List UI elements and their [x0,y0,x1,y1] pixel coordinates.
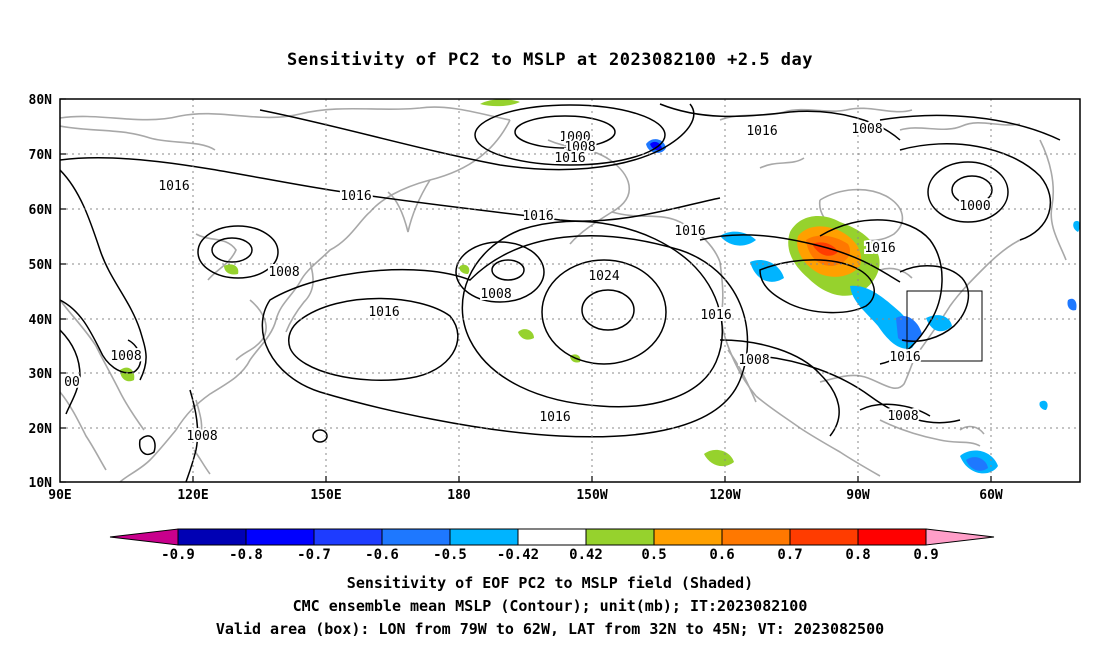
grid-lines [60,99,1080,482]
map-frame [59,98,1081,483]
colorbar-tick-label: -0.8 [229,547,263,563]
colorbar-box [245,528,315,546]
lon-label: 90W [846,488,870,503]
lon-label: 150E [310,488,341,503]
contour-label: 1008 [564,140,595,155]
lat-label: 70N [29,148,53,163]
colorbar-tick-label: 0.7 [777,547,802,563]
contour-label: 1016 [746,124,777,139]
caption-valid-area: Valid area (box): LON from 79W to 62W, L… [215,620,885,638]
tick-marks [60,98,992,483]
lon-label: 120W [709,488,740,503]
colorbar-tick-label: 0.8 [845,547,870,563]
contour-label: 1008 [738,353,769,368]
caption-contour: CMC ensemble mean MSLP (Contour); unit(m… [292,597,808,615]
contour-label: 1016 [554,151,585,166]
lon-label: 180 [447,488,471,503]
contour-label: 1016 [340,189,371,204]
contour-label-group: 1000 1008 1016 1016 1016 1016 1008 1000 … [62,120,992,446]
colorbar-tick-label: -0.42 [497,547,539,563]
lat-label: 30N [29,367,53,382]
contour-label: 1016 [539,410,570,425]
colorbar-tick-label: -0.7 [297,547,331,563]
lat-axis: 80N 70N 60N 50N 40N 30N 20N 10N [29,93,53,491]
map-area: 1000 1008 1016 1016 1016 1016 1008 1000 … [60,99,1080,482]
lat-label: 10N [29,476,53,491]
colorbar-arrow-high [925,528,995,546]
sensitivity-shading [120,99,1080,474]
colorbar-box [653,528,723,546]
colorbar [109,528,995,546]
contour-label: 1016 [889,350,920,365]
contour-label: 1016 [864,241,895,256]
lat-label: 40N [29,313,53,328]
contour-label: 1008 [110,349,141,364]
colorbar-box [789,528,859,546]
colorbar-tick-label: 0.6 [709,547,734,563]
contour-label: 1008 [480,287,511,302]
colorbar-tick-label: -0.6 [365,547,399,563]
colorbar-tick-label: 0.5 [641,547,666,563]
valid-area-box [906,290,983,362]
colorbar-tick-label: -0.5 [433,547,467,563]
colorbar-box [177,528,247,546]
lon-label: 120E [177,488,208,503]
contour-label: 00 [64,375,80,390]
page-title: Sensitivity of PC2 to MSLP at 2023082100… [286,50,813,70]
contour-label: 1008 [268,265,299,280]
lat-label: 50N [29,258,53,273]
lon-axis: 90E 120E 150E 180 150W 120W 90W 60W [48,488,1003,503]
lon-label: 60W [979,488,1003,503]
colorbar-box [517,528,587,546]
colorbar-box [585,528,655,546]
colorbar-arrow-low [109,528,179,546]
lon-label: 90E [48,488,71,503]
lat-label: 80N [29,93,53,108]
colorbar-box [381,528,451,546]
contour-label: 1016 [700,308,731,323]
lat-label: 20N [29,422,53,437]
contour-label: 1000 [559,130,590,145]
colorbar-box [449,528,519,546]
colorbar-tick-label: 0.9 [913,547,938,563]
lon-label: 150W [576,488,607,503]
contour-label: 1016 [522,209,553,224]
colorbar-tick-label: -0.9 [161,547,195,563]
mslp-contours [60,103,1061,482]
contour-label: 1008 [851,122,882,137]
contour-label: 1016 [368,305,399,320]
colorbar-box [313,528,383,546]
contour-label: 1016 [158,179,189,194]
contour-label: 1008 [887,409,918,424]
contour-label: 1000 [959,199,990,214]
colorbar-box [857,528,927,546]
colorbar-tick-label: 0.42 [569,547,603,563]
colorbar-box [721,528,791,546]
caption-shading: Sensitivity of EOF PC2 to MSLP field (Sh… [346,574,754,592]
contour-label: 1008 [186,429,217,444]
lat-label: 60N [29,203,53,218]
contour-label: 1024 [588,269,619,284]
colorbar-labels: -0.9 -0.8 -0.7 -0.6 -0.5 -0.42 0.42 0.5 0.6 0.7 0.… [161,547,939,563]
contour-label: 1016 [674,224,705,239]
